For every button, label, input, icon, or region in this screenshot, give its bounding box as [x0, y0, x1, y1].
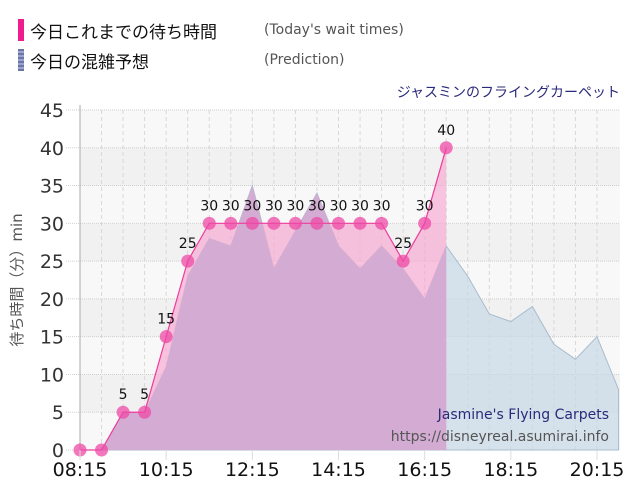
wait-time-point[interactable]: [418, 216, 432, 230]
legend-item-wait-times: 今日これまでの待ち時間 (Today's wait times): [18, 18, 404, 43]
x-tick-label: 16:15: [397, 459, 452, 481]
y-tick-label: 0: [52, 440, 64, 462]
legend-swatch-wait-times: [18, 19, 24, 41]
legend-item-prediction: 今日の混雑予想 (Prediction): [18, 48, 345, 73]
wait-time-value-label: 30: [330, 198, 348, 214]
wait-time-value-label: 15: [157, 312, 175, 328]
wait-time-point[interactable]: [245, 216, 259, 230]
wait-time-value-label: 30: [287, 198, 305, 214]
wait-time-point[interactable]: [332, 216, 345, 230]
x-tick-label: 18:15: [483, 459, 538, 481]
y-tick-label: 35: [40, 176, 64, 198]
x-tick-label: 10:15: [139, 459, 194, 481]
wait-time-value-label: 30: [200, 198, 218, 214]
y-tick-label: 45: [40, 100, 64, 122]
y-tick-label: 20: [40, 289, 64, 311]
y-tick-label: 25: [40, 251, 64, 273]
x-tick-label: 08:15: [53, 459, 108, 481]
wait-time-value-label: 30: [351, 198, 369, 214]
wait-time-point[interactable]: [138, 405, 152, 419]
wait-time-value-label: 25: [179, 236, 197, 252]
wait-time-point[interactable]: [267, 216, 281, 230]
y-tick-label: 40: [40, 138, 64, 160]
y-tick-label: 15: [40, 327, 64, 349]
wait-time-value-label: 30: [416, 198, 434, 214]
wait-time-point[interactable]: [181, 254, 195, 268]
wait-time-point[interactable]: [375, 216, 389, 230]
wait-time-value-label: 30: [265, 198, 283, 214]
wait-time-point[interactable]: [310, 216, 324, 230]
wait-time-point[interactable]: [202, 216, 216, 230]
wait-time-point[interactable]: [396, 254, 410, 268]
wait-time-value-label: 25: [394, 236, 412, 252]
y-axis-label: 待ち時間（分）min: [8, 213, 26, 346]
wait-time-point[interactable]: [116, 405, 130, 419]
wait-time-value-label: 5: [140, 387, 149, 403]
y-tick-label: 5: [52, 402, 64, 424]
ride-name: ジャスミンのフライングカーペット: [396, 85, 620, 101]
legend-label-jp: 今日これまでの待ち時間: [30, 22, 217, 43]
wait-time-point[interactable]: [288, 216, 302, 230]
x-tick-label: 20:15: [570, 459, 625, 481]
wait-time-value-label: 5: [119, 387, 128, 403]
wait-time-value-label: 40: [437, 123, 455, 139]
wait-time-point[interactable]: [224, 216, 238, 230]
wait-time-point[interactable]: [159, 330, 173, 344]
legend-swatch-prediction: [18, 49, 24, 71]
grid-band: [80, 185, 620, 224]
grid-band: [80, 110, 620, 148]
wait-time-point[interactable]: [95, 443, 109, 457]
wait-time-point[interactable]: [353, 216, 367, 230]
y-tick-label: 30: [40, 213, 64, 235]
wait-time-value-label: 30: [243, 198, 261, 214]
legend-label-en: (Prediction): [264, 52, 345, 68]
wait-time-value-label: 30: [373, 198, 391, 214]
overlap-area: [80, 185, 447, 450]
legend-label-en: (Today's wait times): [264, 22, 404, 38]
x-tick-label: 12:15: [225, 459, 280, 481]
x-tick-label: 14:15: [311, 459, 366, 481]
wait-time-value-label: 30: [308, 198, 326, 214]
y-tick-label: 10: [40, 364, 64, 386]
wait-time-value-label: 30: [222, 198, 240, 214]
grid-band: [80, 147, 620, 186]
watermark-url: https://disneyreal.asumirai.info: [391, 429, 609, 445]
wait-time-point[interactable]: [439, 141, 453, 155]
watermark-ride-name: Jasmine's Flying Carpets: [437, 407, 609, 423]
legend-label-jp: 今日の混雑予想: [30, 52, 149, 73]
